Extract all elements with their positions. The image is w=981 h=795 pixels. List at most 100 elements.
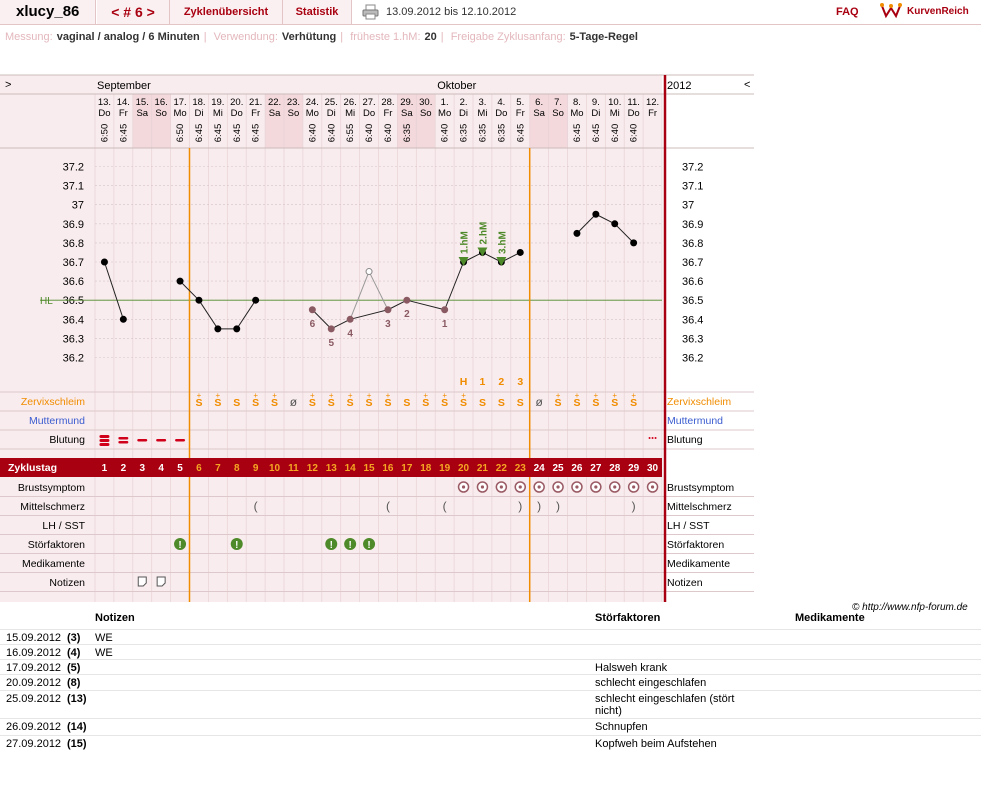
mucus-plus: + xyxy=(631,391,636,400)
note-icon[interactable] xyxy=(137,576,147,587)
high-count: 2 xyxy=(498,376,504,388)
top-bar: xlucy_86 < # 6 > Zyklenübersicht Statist… xyxy=(0,0,981,25)
disturbance-icon-mark: ! xyxy=(235,540,238,551)
measure-time: 6:50 xyxy=(175,124,186,143)
high-measurement-marker xyxy=(477,247,488,257)
measure-time: 6:40 xyxy=(383,124,394,143)
day-date: 22. xyxy=(268,97,281,108)
mucus-symbol: S xyxy=(555,397,562,409)
temp-curve-segment xyxy=(103,261,124,320)
cycle-day-number: 14 xyxy=(345,463,357,474)
row-label-right-medi: Medikamente xyxy=(667,558,730,570)
day-date: 20. xyxy=(230,97,243,108)
day-weekday: Sa xyxy=(269,108,281,119)
row-label-right-notiz: Notizen xyxy=(667,577,703,589)
temp-point xyxy=(308,306,316,314)
y-tick-label-right: 36.7 xyxy=(682,257,703,269)
bleeding-spotting xyxy=(648,437,651,439)
breast-symptom-icon xyxy=(575,485,579,489)
mucus-plus: + xyxy=(423,391,428,400)
y-tick-label-right: 37 xyxy=(682,200,694,212)
faq-link[interactable]: FAQ xyxy=(836,6,859,18)
row-label-right-stoer: Störfaktoren xyxy=(667,539,724,551)
weekend-shade xyxy=(416,94,436,148)
mucus-symbol: S xyxy=(573,397,580,409)
mucus-plus: + xyxy=(461,391,466,400)
cycle-day-number: 18 xyxy=(420,463,432,474)
info-value-earliest: 20 xyxy=(424,31,437,43)
mucus-symbol: S xyxy=(611,397,618,409)
cycle-day-number: 10 xyxy=(269,463,281,474)
day-weekday: Di xyxy=(327,108,336,119)
bleeding-heavy xyxy=(99,435,110,438)
tab-statistics[interactable]: Statistik xyxy=(283,0,352,24)
day-weekday: Di xyxy=(591,108,600,119)
y-tick-label-left: 36.6 xyxy=(63,276,84,288)
cycle-day-number: 9 xyxy=(253,463,259,474)
temp-point xyxy=(327,325,335,333)
temp-curve-segment xyxy=(463,252,483,263)
day-weekday: Fr xyxy=(251,108,260,119)
y-tick-label-left: 37 xyxy=(72,200,84,212)
day-date: 27. xyxy=(362,97,375,108)
mittelschmerz-icon: ( xyxy=(254,499,258,513)
info-label-release: Freigabe Zyklusanfang: xyxy=(450,31,566,43)
mucus-symbol: S xyxy=(347,397,354,409)
day-date: 30. xyxy=(419,97,432,108)
weekend-shade xyxy=(132,94,152,148)
day-weekday: So xyxy=(420,108,432,119)
temp-point xyxy=(441,306,449,314)
row-label-lh: LH / SST xyxy=(42,520,85,532)
day-date: 18. xyxy=(192,97,205,108)
day-date: 29. xyxy=(400,97,413,108)
mucus-plus: + xyxy=(329,391,334,400)
tab-cycle-overview[interactable]: Zyklenübersicht xyxy=(170,0,283,24)
breast-symptom-icon xyxy=(480,485,485,489)
mucus-symbol: S xyxy=(309,397,316,409)
disturbance-icon-mark: ! xyxy=(348,540,351,551)
cycle-day-number: 21 xyxy=(477,463,489,474)
cycle-info: Messung: vaginal / analog / 6 Minuten | Ve… xyxy=(5,31,638,43)
temp-point xyxy=(195,296,203,304)
cycle-day-number: 8 xyxy=(234,463,240,474)
low-point-number: 6 xyxy=(310,319,316,330)
row-label-right-brust: Brustsymptom xyxy=(667,482,734,494)
nav-prev-button[interactable]: > xyxy=(5,79,11,91)
cycle-day-number: 22 xyxy=(496,463,508,474)
measure-time: 6:45 xyxy=(213,124,224,143)
mucus-plus: + xyxy=(442,391,447,400)
measure-time: 6:35 xyxy=(496,124,507,143)
mucus-symbol: S xyxy=(441,397,448,409)
kurvenreich-logo-icon[interactable] xyxy=(880,2,902,20)
print-icon[interactable] xyxy=(362,4,379,20)
mittelschmerz-icon: ) xyxy=(518,499,522,513)
mittelschmerz-icon: ( xyxy=(443,499,447,513)
day-weekday: So xyxy=(288,108,300,119)
date-range: 13.09.2012 bis 12.10.2012 xyxy=(386,6,517,18)
mittelschmerz-icon: ) xyxy=(537,499,541,513)
measure-time: 6:45 xyxy=(572,124,583,143)
row-label-zervix: Zervixschleim xyxy=(21,396,85,408)
cycle-day-number: 19 xyxy=(439,463,451,474)
cycle-day-number: 24 xyxy=(534,463,546,474)
bleeding-light xyxy=(156,439,167,442)
mucus-plus: + xyxy=(216,391,221,400)
y-tick-label-right: 36.6 xyxy=(682,276,703,288)
y-tick-label-right: 36.4 xyxy=(682,314,703,326)
cycle-navigator[interactable]: < # 6 > xyxy=(97,0,170,24)
temp-point xyxy=(384,306,392,314)
temp-point xyxy=(573,229,581,237)
day-weekday: Di xyxy=(194,108,203,119)
day-weekday: Fr xyxy=(648,108,657,119)
cycle-day-number: 28 xyxy=(609,463,621,474)
temp-curve-segment xyxy=(350,309,389,320)
day-date: 5. xyxy=(516,97,524,108)
mucus-symbol: S xyxy=(195,397,202,409)
username[interactable]: xlucy_86 xyxy=(0,0,96,24)
note-icon[interactable] xyxy=(156,576,166,587)
day-date: 15. xyxy=(136,97,149,108)
brand-name[interactable]: KurvenReich xyxy=(907,6,969,17)
nav-next-button[interactable]: < xyxy=(744,79,750,91)
cycle-day-number: 3 xyxy=(139,463,145,474)
day-date: 14. xyxy=(117,97,130,108)
